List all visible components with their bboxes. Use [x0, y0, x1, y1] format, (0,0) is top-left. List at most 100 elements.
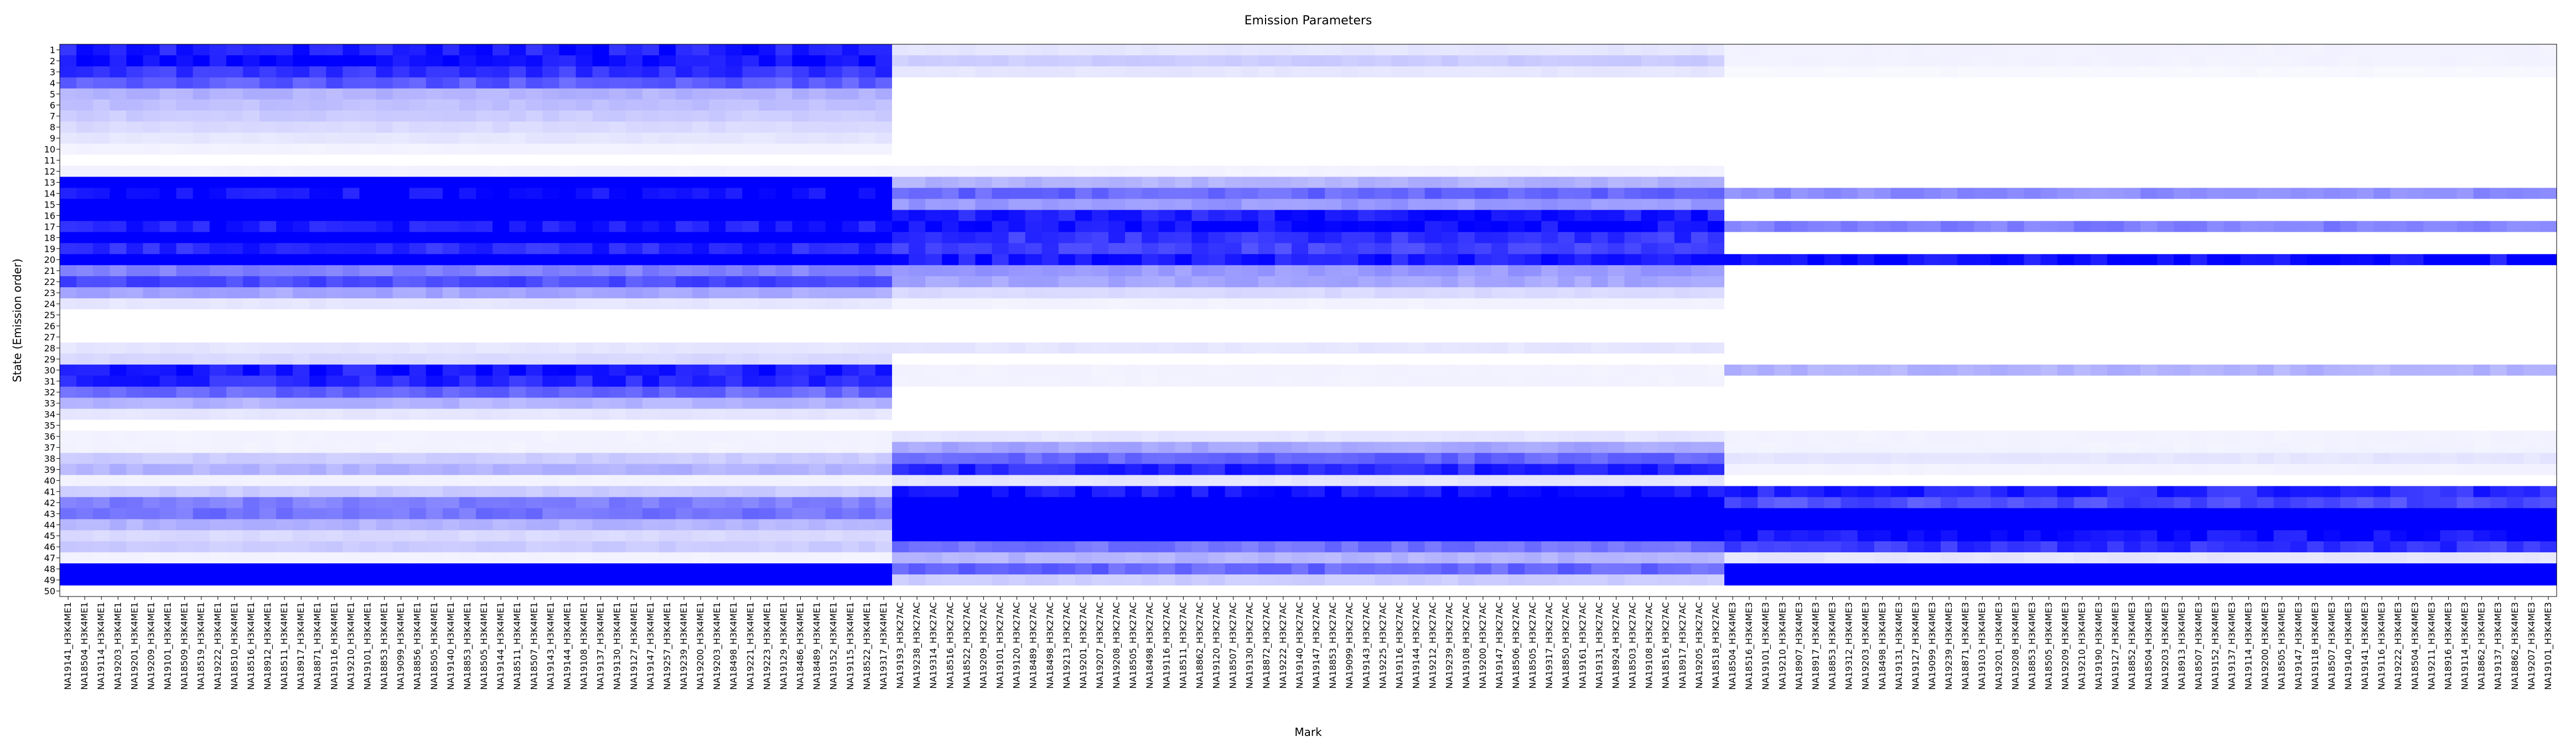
heatmap-cell: [842, 464, 859, 476]
heatmap-cell: [242, 99, 260, 111]
heatmap-cell: [875, 453, 893, 465]
heatmap-cell: [226, 298, 243, 310]
heatmap-cell: [293, 132, 310, 144]
heatmap-cell: [276, 132, 293, 144]
heatmap-cell: [1441, 585, 1459, 597]
heatmap-cell: [76, 199, 94, 210]
heatmap-cell: [709, 188, 726, 200]
heatmap-cell: [110, 364, 127, 376]
heatmap-cell: [858, 298, 876, 310]
heatmap-cell: [625, 431, 643, 443]
heatmap-cell: [825, 154, 843, 167]
heatmap-cell: [975, 132, 993, 144]
heatmap-cell: [925, 497, 942, 509]
heatmap-cell: [509, 55, 526, 67]
heatmap-cell: [1308, 77, 1325, 89]
heatmap-cell: [143, 475, 160, 486]
heatmap-cell: [1591, 408, 1609, 421]
heatmap-cell: [1225, 397, 1242, 409]
heatmap-cell: [692, 132, 709, 144]
heatmap-cell: [193, 276, 210, 288]
heatmap-cell: [1525, 508, 1542, 520]
heatmap-cell: [909, 541, 926, 553]
heatmap-cell: [526, 143, 543, 155]
heatmap-cell: [1608, 419, 1625, 432]
heatmap-cell: [226, 132, 243, 144]
heatmap-cell: [1541, 431, 1558, 443]
heatmap-cell: [1657, 442, 1675, 454]
heatmap-cell: [1507, 99, 1525, 111]
heatmap-cell: [892, 110, 909, 122]
heatmap-cell: [259, 309, 277, 321]
heatmap-cell: [60, 55, 77, 67]
heatmap-cell: [476, 519, 493, 531]
heatmap-cell: [875, 309, 893, 321]
heatmap-cell: [1025, 132, 1043, 144]
heatmap-cell: [1075, 453, 1092, 465]
heatmap-cell: [1058, 563, 1076, 575]
heatmap-cell: [1525, 342, 1542, 354]
heatmap-cell: [293, 121, 310, 133]
heatmap-cell: [559, 254, 577, 266]
heatmap-cell: [1707, 165, 1725, 178]
heatmap-cell: [1375, 353, 1392, 365]
heatmap-cell: [542, 431, 559, 443]
heatmap-cell: [1391, 541, 1409, 553]
heatmap-cell: [359, 497, 377, 509]
heatmap-cell: [808, 386, 826, 398]
heatmap-cell: [459, 475, 476, 486]
heatmap-cell: [725, 320, 743, 332]
heatmap-cell: [143, 110, 160, 122]
heatmap-cell: [226, 177, 243, 189]
heatmap-cell: [942, 342, 959, 354]
heatmap-cell: [892, 232, 909, 243]
heatmap-cell: [476, 486, 493, 497]
heatmap-cell: [775, 585, 793, 597]
heatmap-cell: [1208, 320, 1226, 332]
heatmap-cell: [925, 221, 942, 232]
heatmap-cell: [675, 309, 693, 321]
heatmap-cell: [209, 154, 227, 167]
heatmap-cell: [1657, 210, 1675, 221]
heatmap-cell: [159, 132, 177, 144]
heatmap-cell: [1408, 574, 1426, 586]
heatmap-cell: [159, 254, 177, 266]
heatmap-cell: [709, 177, 726, 189]
heatmap-cell: [1308, 143, 1325, 155]
heatmap-cell: [459, 364, 476, 376]
heatmap-cell: [1458, 243, 1475, 255]
heatmap-cell: [1041, 464, 1059, 476]
heatmap-cell: [526, 99, 543, 111]
heatmap-cell: [493, 254, 510, 266]
heatmap-cell: [576, 177, 593, 189]
heatmap-cell: [1175, 342, 1193, 354]
heatmap-cell: [1041, 88, 1059, 100]
heatmap-cell: [126, 486, 143, 497]
heatmap-cell: [609, 88, 626, 100]
heatmap-cell: [1291, 574, 1309, 586]
heatmap-cell: [376, 475, 393, 486]
heatmap-cell: [376, 530, 393, 542]
heatmap-cell: [825, 121, 843, 133]
heatmap-cell: [1208, 77, 1226, 89]
heatmap-cell: [476, 442, 493, 454]
heatmap-cell: [409, 287, 427, 299]
heatmap-cell: [858, 497, 876, 509]
heatmap-cell: [1408, 497, 1426, 509]
heatmap-cell: [1291, 298, 1309, 310]
heatmap-cell: [942, 143, 959, 155]
heatmap-cell: [792, 585, 810, 597]
heatmap-cell: [1507, 541, 1525, 553]
heatmap-cell: [759, 221, 776, 232]
heatmap-cell: [1691, 552, 1708, 564]
heatmap-cell: [775, 453, 793, 465]
heatmap-cell: [1558, 154, 1575, 167]
heatmap-cell: [1308, 453, 1325, 465]
heatmap-cell: [1491, 265, 1509, 277]
heatmap-cell: [592, 453, 610, 465]
heatmap-cell: [675, 475, 693, 486]
heatmap-cell: [1041, 386, 1059, 398]
heatmap-cell: [1008, 442, 1026, 454]
heatmap-cell: [1308, 88, 1325, 100]
heatmap-cell: [143, 585, 160, 597]
